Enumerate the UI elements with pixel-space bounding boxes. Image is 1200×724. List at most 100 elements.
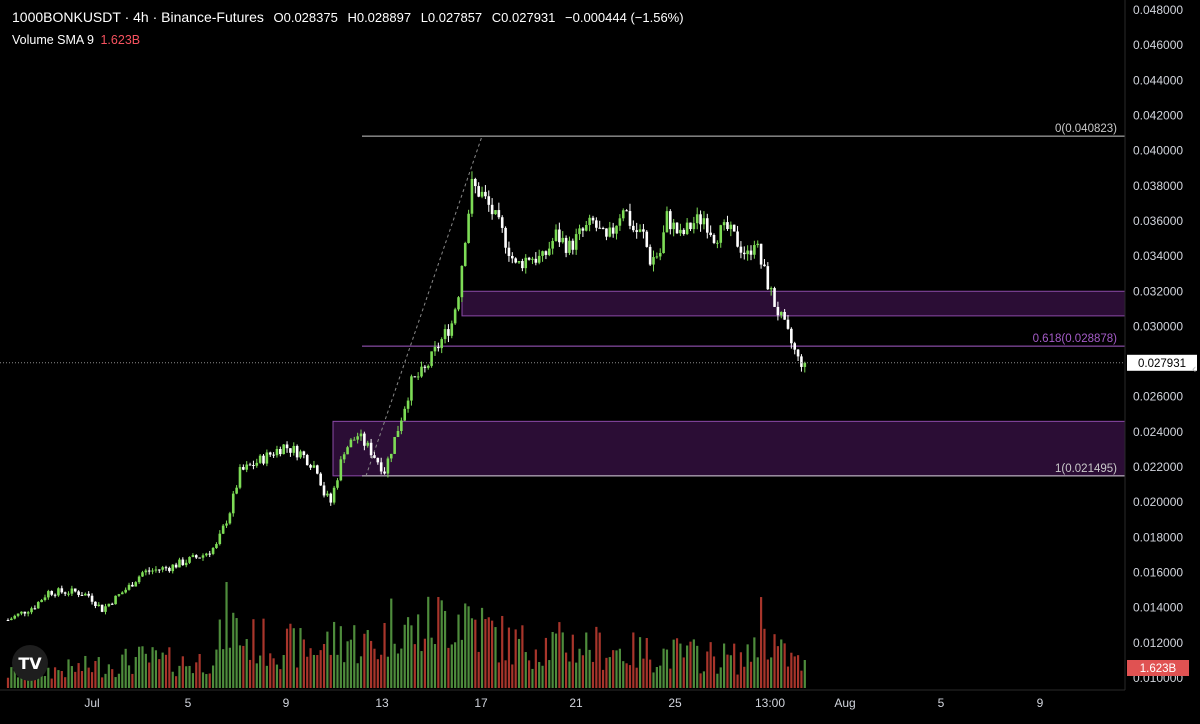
candle-body [258, 455, 262, 463]
candle-body [433, 346, 437, 352]
tradingview-logo-icon[interactable]: TV [12, 645, 48, 681]
candle-body [702, 218, 706, 225]
candle-body [285, 444, 289, 449]
volume-bar [74, 671, 77, 688]
volume-bar [175, 676, 178, 688]
candle-body [178, 559, 181, 568]
candle-body [305, 455, 309, 466]
candle-body [584, 225, 588, 231]
candle-body [531, 258, 534, 260]
volume-bar [400, 648, 403, 688]
candle-body [729, 224, 733, 230]
candle-body [238, 467, 242, 488]
volume-bar [494, 627, 497, 688]
volume-bar [356, 663, 359, 688]
volume-bar [181, 656, 184, 688]
volume-bar [208, 673, 211, 688]
volume-bar [457, 614, 460, 688]
candle-body [655, 256, 659, 258]
volume-bar [376, 659, 379, 688]
candle-body [756, 243, 760, 246]
candle-body [648, 246, 652, 265]
volume-bar [275, 664, 279, 688]
volume-bar [672, 639, 675, 688]
candle-body [376, 457, 380, 463]
candle-body [174, 564, 178, 568]
volume-bar [326, 631, 329, 688]
volume-bar [598, 632, 601, 688]
volume-bar [733, 643, 736, 688]
volume-bar [131, 673, 134, 688]
candle-body [564, 237, 568, 253]
volume-bar [743, 666, 746, 688]
volume-bar [783, 643, 786, 688]
candle-body [211, 548, 215, 554]
volume-bar [558, 622, 561, 688]
candle-body [151, 570, 154, 572]
volume-bar [665, 649, 669, 688]
candle-body [430, 351, 433, 366]
volume-bar [144, 653, 147, 688]
y-tick-label: 0.030000 [1133, 319, 1183, 333]
volume-bar [111, 669, 114, 688]
candle-body [410, 376, 413, 401]
volume-bar [319, 650, 322, 688]
candle-body [692, 223, 696, 230]
candle-body [689, 222, 692, 230]
volume-bar [544, 637, 548, 688]
volume-bar [386, 656, 390, 688]
volume-bar [369, 640, 373, 688]
volume-bar [164, 654, 168, 688]
candle-body [544, 251, 548, 255]
candle-body [349, 439, 353, 448]
volume-bar [349, 639, 353, 688]
candle-body [742, 252, 746, 255]
candle-body [578, 228, 581, 235]
candle-body [588, 217, 591, 226]
candle-body [10, 618, 13, 621]
candles-layer [6, 171, 807, 621]
volume-legend[interactable]: Volume SMA 9 1.623B [12, 31, 684, 49]
candle-body [124, 589, 127, 593]
candle-body [316, 465, 319, 474]
volume-bar [669, 668, 672, 688]
candle-body [235, 487, 238, 494]
candle-body [638, 229, 642, 232]
candle-body [776, 306, 780, 316]
volume-bar [296, 667, 299, 688]
x-tick-label: 21 [569, 696, 583, 710]
volume-bar [242, 645, 245, 688]
volume-bar [410, 625, 413, 688]
candle-body [141, 572, 144, 577]
volume-bar [117, 673, 121, 688]
x-tick-label: 5 [938, 696, 945, 710]
candle-body [67, 593, 70, 595]
candle-body [561, 237, 565, 243]
volume-bar [168, 647, 171, 688]
volume-layer [6, 582, 806, 688]
volume-bar [57, 670, 60, 688]
volume-bar [470, 618, 474, 688]
volume-bar [235, 618, 238, 688]
volume-bar [16, 677, 20, 688]
volume-bar [262, 618, 265, 688]
volume-bar [719, 667, 722, 688]
volume-bar [726, 654, 729, 688]
candle-body [339, 459, 343, 481]
symbol-title[interactable]: 1000BONKUSDT · 4h · Binance-Futures [12, 9, 264, 25]
volume-bar [238, 645, 242, 688]
volume-bar [248, 659, 252, 688]
candle-body [279, 449, 282, 455]
volume-bar [64, 677, 67, 688]
volume-bar [255, 663, 258, 688]
candle-body [521, 261, 524, 269]
volume-bar [107, 664, 110, 688]
demand-zone [332, 420, 1126, 477]
candle-body [591, 217, 595, 221]
candle-body [289, 448, 292, 453]
volume-bar [682, 657, 685, 688]
candle-body [87, 593, 90, 596]
volume-bar [191, 673, 195, 688]
